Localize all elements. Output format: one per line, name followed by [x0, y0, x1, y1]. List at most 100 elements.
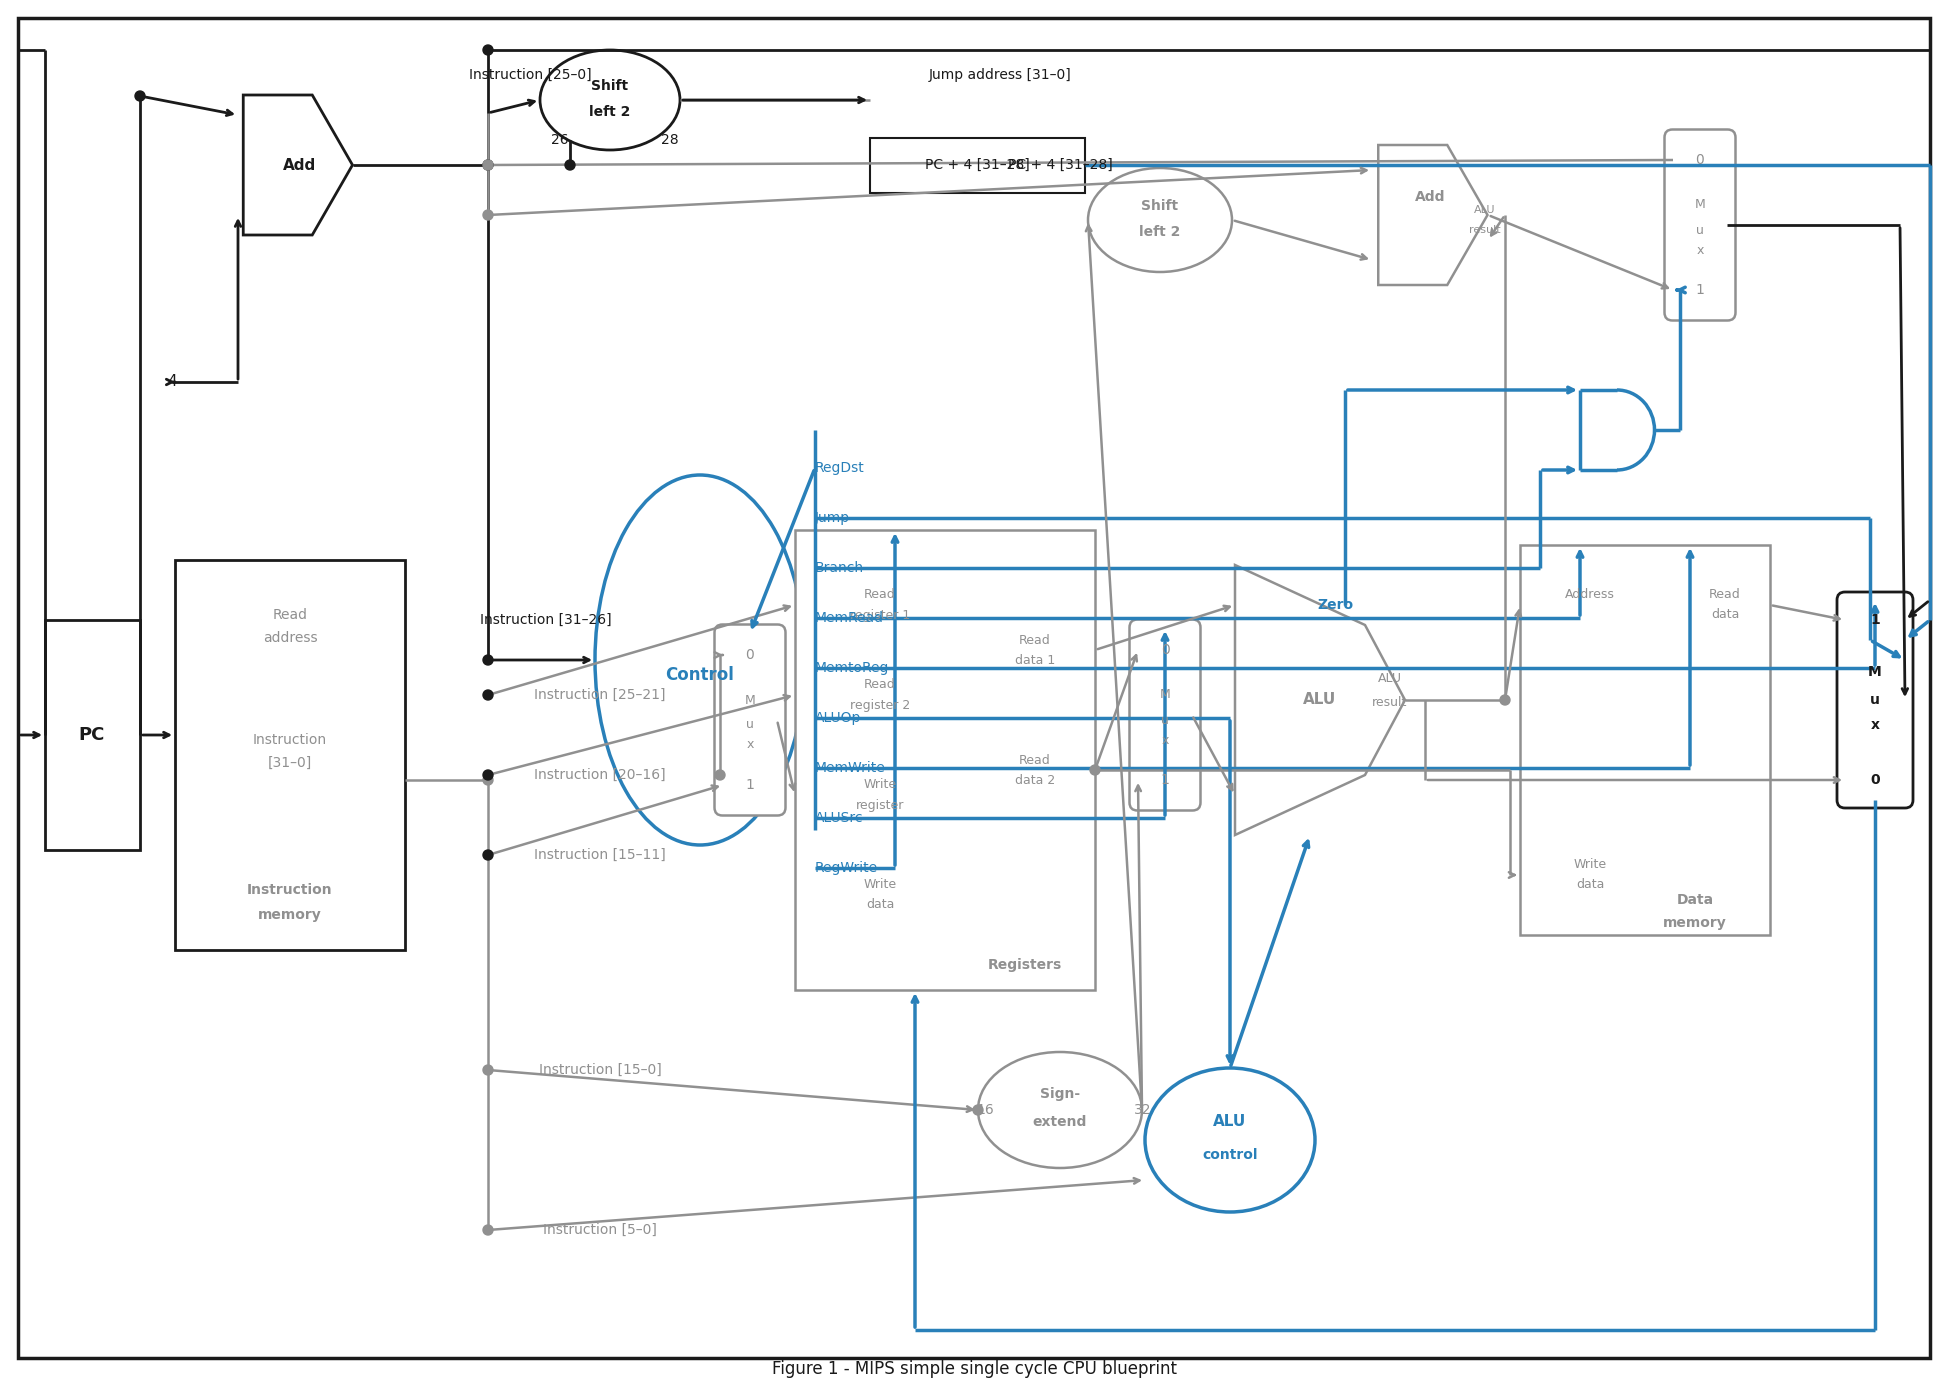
- Text: 1: 1: [746, 778, 754, 792]
- Text: data: data: [1576, 879, 1605, 891]
- Text: ALU: ALU: [1214, 1115, 1247, 1130]
- Text: Data: Data: [1677, 893, 1714, 907]
- Text: Write: Write: [863, 778, 896, 792]
- Text: [31–0]: [31–0]: [269, 756, 312, 770]
- Text: data 2: data 2: [1015, 774, 1056, 787]
- Text: Instruction [20–16]: Instruction [20–16]: [534, 768, 666, 782]
- Text: Jump: Jump: [814, 511, 849, 525]
- Circle shape: [483, 45, 493, 54]
- Text: Instruction [31–26]: Instruction [31–26]: [479, 613, 612, 627]
- Text: Shift: Shift: [592, 80, 629, 94]
- Text: Registers: Registers: [988, 958, 1062, 972]
- Circle shape: [1500, 694, 1510, 705]
- Circle shape: [483, 161, 493, 170]
- Circle shape: [483, 690, 493, 700]
- Text: PC + 4 [31–28]: PC + 4 [31–28]: [925, 158, 1029, 172]
- Circle shape: [483, 1065, 493, 1076]
- Text: left 2: left 2: [1140, 225, 1180, 239]
- Bar: [431, 430, 1870, 1340]
- Text: 28: 28: [660, 133, 678, 147]
- FancyBboxPatch shape: [1130, 619, 1200, 810]
- Text: x: x: [1697, 243, 1704, 257]
- Text: control: control: [1202, 1148, 1258, 1162]
- Text: x: x: [1870, 718, 1880, 732]
- Bar: [45, 620, 140, 849]
- Text: Branch: Branch: [814, 562, 865, 576]
- Text: data: data: [865, 898, 894, 911]
- Text: Shift: Shift: [1142, 198, 1179, 212]
- Text: Add: Add: [1414, 190, 1445, 204]
- Text: ALU: ALU: [1475, 205, 1496, 215]
- Text: 4: 4: [168, 374, 177, 390]
- Text: M: M: [1159, 689, 1171, 701]
- Text: Instruction [25–0]: Instruction [25–0]: [469, 68, 592, 82]
- Ellipse shape: [1145, 1067, 1315, 1213]
- Text: PC: PC: [78, 726, 105, 745]
- Text: memory: memory: [1664, 916, 1726, 930]
- FancyBboxPatch shape: [1837, 592, 1913, 807]
- Polygon shape: [1379, 145, 1488, 285]
- Circle shape: [134, 91, 144, 101]
- Text: Instruction [5–0]: Instruction [5–0]: [543, 1222, 656, 1236]
- Text: Instruction [15–0]: Instruction [15–0]: [540, 1063, 662, 1077]
- Text: x: x: [1161, 733, 1169, 746]
- Circle shape: [483, 655, 493, 665]
- Circle shape: [483, 1225, 493, 1235]
- Text: Write: Write: [863, 879, 896, 891]
- Ellipse shape: [540, 50, 680, 149]
- Text: register: register: [855, 799, 904, 812]
- Text: Read: Read: [273, 608, 308, 622]
- Text: ALU: ALU: [1303, 693, 1336, 707]
- Text: Instruction [15–11]: Instruction [15–11]: [534, 848, 666, 862]
- Circle shape: [1091, 766, 1101, 775]
- Text: 1: 1: [1870, 613, 1880, 627]
- Text: Figure 1 - MIPS simple single cycle CPU blueprint: Figure 1 - MIPS simple single cycle CPU …: [771, 1361, 1177, 1377]
- Circle shape: [483, 210, 493, 219]
- Text: Control: Control: [666, 666, 734, 685]
- Text: 26: 26: [551, 133, 569, 147]
- Text: Read: Read: [1708, 588, 1742, 602]
- Text: Address: Address: [1564, 588, 1615, 602]
- Text: 0: 0: [746, 648, 754, 662]
- Text: 32: 32: [1134, 1104, 1151, 1118]
- Ellipse shape: [1089, 168, 1231, 272]
- Text: M: M: [1868, 665, 1882, 679]
- Text: result: result: [1469, 225, 1500, 235]
- Polygon shape: [1235, 564, 1405, 835]
- Circle shape: [483, 770, 493, 780]
- Bar: [795, 529, 1095, 990]
- Text: register 2: register 2: [849, 698, 910, 711]
- Text: Write: Write: [1574, 859, 1607, 872]
- Text: 1: 1: [1695, 284, 1704, 298]
- Text: Instruction: Instruction: [253, 733, 327, 747]
- Text: Read: Read: [1019, 753, 1050, 767]
- Text: M: M: [1695, 198, 1704, 211]
- Text: PC + 4 [31–28]: PC + 4 [31–28]: [1007, 158, 1112, 172]
- Bar: [175, 560, 405, 950]
- Text: u: u: [1870, 693, 1880, 707]
- Text: register 1: register 1: [849, 609, 910, 622]
- Text: ALUOp: ALUOp: [814, 711, 861, 725]
- Text: MemRead: MemRead: [814, 610, 884, 624]
- Text: RegDst: RegDst: [814, 461, 865, 475]
- Text: 1: 1: [1161, 773, 1169, 787]
- Text: memory: memory: [259, 908, 321, 922]
- Text: ALU: ALU: [1377, 672, 1403, 685]
- Ellipse shape: [594, 475, 805, 845]
- Text: Instruction [25–21]: Instruction [25–21]: [534, 687, 666, 703]
- FancyBboxPatch shape: [715, 624, 785, 816]
- Text: Read: Read: [865, 679, 896, 692]
- Text: RegWrite: RegWrite: [814, 861, 879, 875]
- Text: Zero: Zero: [1317, 598, 1354, 612]
- Text: u: u: [746, 718, 754, 732]
- Ellipse shape: [978, 1052, 1142, 1168]
- Text: M: M: [744, 693, 756, 707]
- Text: u: u: [1161, 714, 1169, 726]
- Circle shape: [483, 775, 493, 785]
- Text: 0: 0: [1695, 154, 1704, 168]
- Text: Sign-: Sign-: [1040, 1087, 1079, 1101]
- Text: 0: 0: [1870, 773, 1880, 787]
- Text: ALUSrc: ALUSrc: [814, 812, 863, 826]
- Text: extend: extend: [1032, 1115, 1087, 1129]
- Text: data 1: data 1: [1015, 654, 1056, 666]
